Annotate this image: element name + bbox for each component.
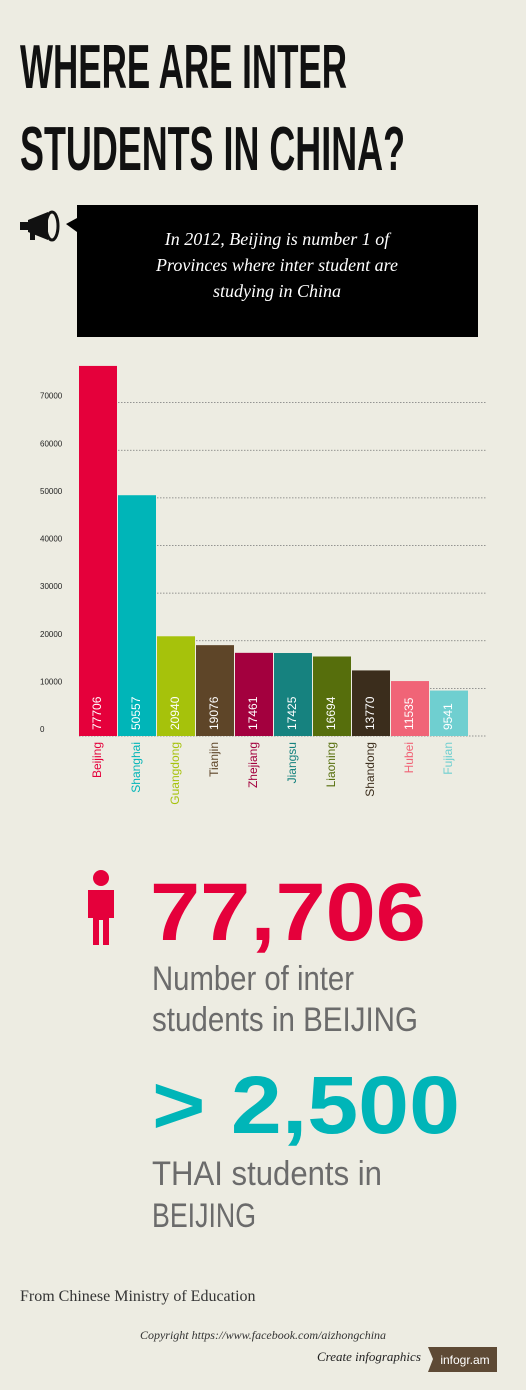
x-tick-label: Tianjin [207,742,221,777]
x-tick-label: Fujian [441,742,455,775]
callout-text: In 2012, Beijing is number 1 of [164,229,392,249]
source: From Chinese Ministry of Education [20,1288,256,1305]
value-label: 16694 [324,696,338,730]
stat-label: THAI students in [152,1155,382,1193]
x-tick-label: Zhejiang [246,742,260,788]
person-icon [88,870,114,945]
bar-chart: 0 10000 20000 30000 40000 50000 60000 70000 7770… [40,365,487,805]
value-label: 50557 [129,696,143,730]
y-tick-label: 50000 [40,487,63,496]
value-label: 77706 [90,696,104,730]
x-tick-label: Hubei [402,742,416,773]
value-label: 20940 [168,696,182,730]
bar [313,656,351,736]
bar [118,495,156,736]
bar [157,636,195,736]
y-tick-label: 60000 [40,439,63,448]
bar [274,653,312,736]
bar [196,645,234,736]
brand[interactable]: infogr.am [440,1353,489,1367]
x-tick-label: Guangdong [168,742,182,805]
megaphone-icon [20,210,60,242]
value-label: 17461 [246,696,260,730]
y-tick-label: 10000 [40,677,63,686]
y-tick-label: 0 [40,725,45,734]
x-tick-label: Shanghai [129,742,143,793]
x-tick-label: Shandong [363,742,377,797]
bar [352,670,390,736]
y-tick-label: 20000 [40,630,63,639]
callout-box [66,205,478,337]
footer-text: Create infographics [317,1349,421,1364]
x-tick-label: Jiangsu [285,742,299,783]
title-line: WHERE ARE INTER [20,33,347,102]
bar [235,652,273,736]
stat-value: 77,706 [150,867,426,958]
stat-value: > 2,500 [152,1060,460,1151]
stat-label: Number of inter [152,960,354,998]
brand-badge[interactable] [428,1347,497,1372]
y-tick-label: 70000 [40,392,63,401]
bar [391,681,429,736]
y-tick-label: 40000 [40,535,63,544]
bar [79,365,117,736]
value-label: 9541 [441,703,455,730]
stat-label: students in BEIJING [152,1001,418,1039]
value-label: 17425 [285,696,299,730]
x-tick-label: Beijing [90,742,104,778]
value-label: 11535 [402,697,416,730]
callout-text: studying in China [213,281,341,301]
value-label: 19076 [207,696,221,730]
bar [430,690,468,736]
copyright: Copyright https://www.facebook.com/aizho… [140,1328,386,1342]
stat-label: BEIJING [152,1197,256,1235]
callout-text: Provinces where inter student are [155,255,398,275]
x-tick-label: Liaoning [324,742,338,787]
title-line: STUDENTS IN CHINA? [20,115,405,184]
y-tick-label: 30000 [40,582,63,591]
value-label: 13770 [363,696,377,730]
